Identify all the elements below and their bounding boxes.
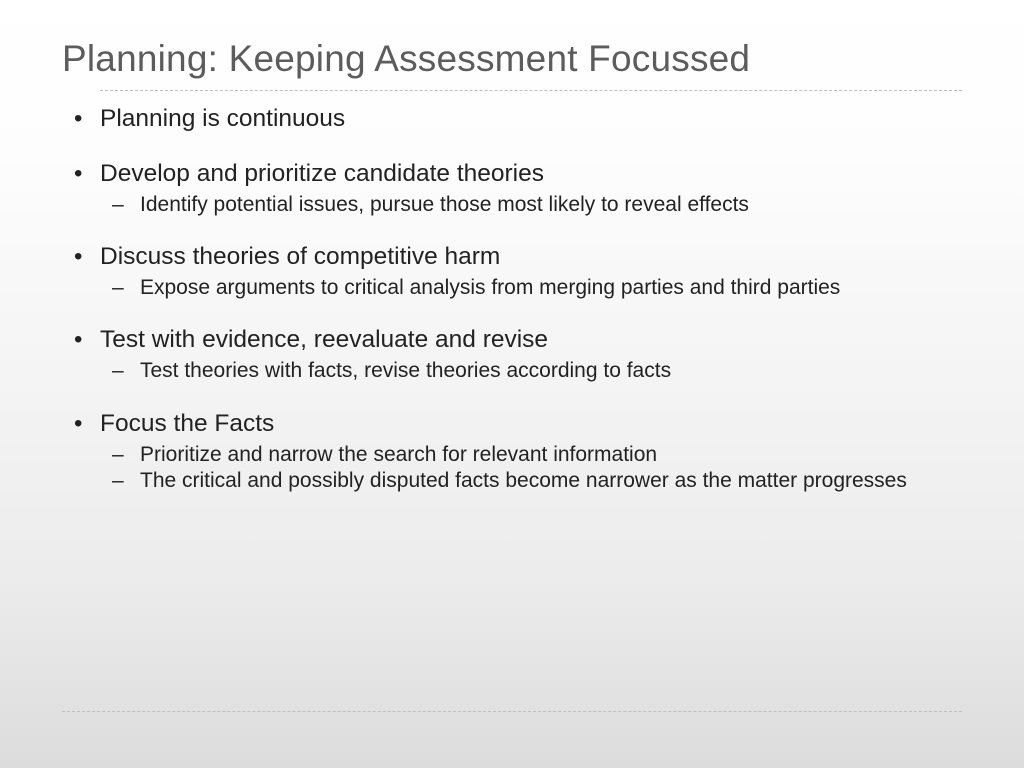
sub-item: Prioritize and narrow the search for rel… — [140, 443, 962, 467]
list-item: Develop and prioritize candidate theorie… — [100, 160, 962, 217]
bullet-text: Planning is continuous — [100, 105, 345, 132]
sub-list: Expose arguments to critical analysis fr… — [100, 276, 962, 300]
sub-item: Expose arguments to critical analysis fr… — [140, 276, 962, 300]
sub-item: Test theories with facts, revise theorie… — [140, 359, 962, 383]
sub-list: Prioritize and narrow the search for rel… — [100, 443, 962, 494]
slide-title: Planning: Keeping Assessment Focussed — [62, 38, 962, 80]
sub-item: The critical and possibly disputed facts… — [140, 469, 962, 493]
divider-top — [100, 90, 962, 91]
list-item: Test with evidence, reevaluate and revis… — [100, 326, 962, 383]
list-item: Planning is continuous — [100, 105, 962, 134]
list-item: Focus the Facts Prioritize and narrow th… — [100, 410, 962, 494]
bullet-text: Discuss theories of competitive harm — [100, 243, 500, 270]
bullet-text: Test with evidence, reevaluate and revis… — [100, 326, 548, 353]
sub-list: Test theories with facts, revise theorie… — [100, 359, 962, 383]
slide-body: Planning is continuous Develop and prior… — [62, 105, 962, 493]
bullet-list: Planning is continuous Develop and prior… — [62, 105, 962, 493]
list-item: Discuss theories of competitive harm Exp… — [100, 243, 962, 300]
bullet-text: Develop and prioritize candidate theorie… — [100, 160, 544, 187]
bullet-text: Focus the Facts — [100, 410, 274, 437]
divider-bottom — [62, 711, 962, 712]
sub-item: Identify potential issues, pursue those … — [140, 193, 962, 217]
sub-list: Identify potential issues, pursue those … — [100, 193, 962, 217]
